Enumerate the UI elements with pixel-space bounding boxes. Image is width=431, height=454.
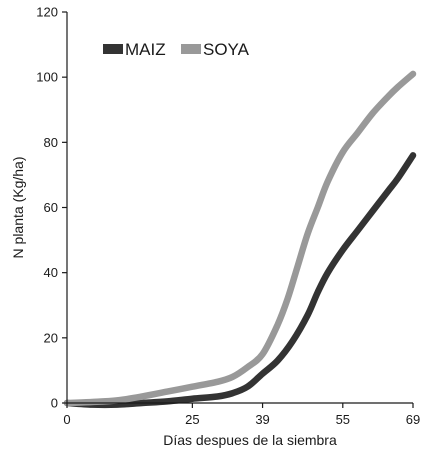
x-tick-label: 0 <box>63 412 70 427</box>
x-tick-label: 69 <box>406 412 420 427</box>
legend-swatch-soya <box>181 44 201 54</box>
x-axis-label: Días despues de la siembra <box>163 432 337 448</box>
y-tick-label: 20 <box>44 330 58 345</box>
x-tick-label: 25 <box>185 412 199 427</box>
legend-label-maiz: MAIZ <box>125 40 166 59</box>
legend-label-soya: SOYA <box>203 40 250 59</box>
y-tick-label: 40 <box>44 265 58 280</box>
y-tick-label: 100 <box>36 70 58 85</box>
x-tick-label: 39 <box>255 412 269 427</box>
y-tick-label: 120 <box>36 5 58 20</box>
legend-swatch-maiz <box>103 44 123 54</box>
series-line-soya <box>63 70 417 407</box>
series-line-maiz <box>63 152 417 409</box>
series-layer <box>63 70 417 409</box>
y-tick-label: 0 <box>51 396 58 411</box>
y-tick-label: 60 <box>44 200 58 215</box>
y-axis-label: N planta (Kg/ha) <box>10 157 26 259</box>
axes: 0 20 40 60 80 100 120 0 25 39 55 69 <box>36 5 420 428</box>
x-tick-label: 55 <box>336 412 350 427</box>
legend: MAIZ SOYA <box>103 40 250 59</box>
y-tick-label: 80 <box>44 135 58 150</box>
